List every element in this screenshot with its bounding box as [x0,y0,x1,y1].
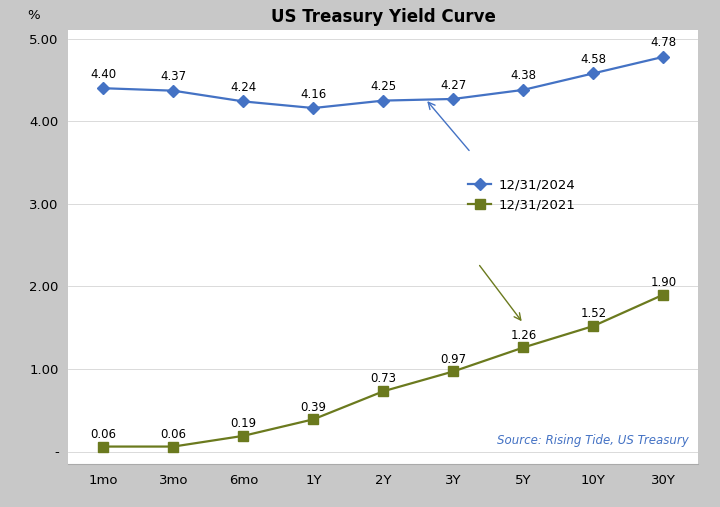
12/31/2021 [239,433,248,439]
Text: 4.38: 4.38 [510,69,536,83]
Text: 4.27: 4.27 [440,79,467,92]
Text: 0.19: 0.19 [230,417,256,430]
12/31/2024 [589,70,598,77]
Line: 12/31/2021: 12/31/2021 [99,290,668,451]
12/31/2021 [449,369,458,375]
Text: 0.73: 0.73 [370,373,397,385]
12/31/2021 [99,444,108,450]
12/31/2021 [589,323,598,329]
12/31/2024 [519,87,528,93]
Text: 0.06: 0.06 [91,428,117,441]
12/31/2024 [309,105,318,111]
12/31/2021 [519,344,528,350]
Text: %: % [27,9,40,22]
12/31/2024 [449,96,458,102]
Title: US Treasury Yield Curve: US Treasury Yield Curve [271,8,496,26]
Text: 4.24: 4.24 [230,81,256,94]
Text: 0.39: 0.39 [300,401,326,414]
12/31/2021 [309,416,318,422]
12/31/2024 [169,88,178,94]
Line: 12/31/2024: 12/31/2024 [99,52,668,113]
Text: 0.06: 0.06 [161,428,186,441]
Text: 1.90: 1.90 [650,276,677,289]
12/31/2024 [99,85,108,91]
Text: 1.52: 1.52 [580,307,606,320]
12/31/2021 [379,388,387,394]
12/31/2024 [379,97,387,103]
Text: 0.97: 0.97 [441,353,467,366]
Text: Source: Rising Tide, US Treasury: Source: Rising Tide, US Treasury [498,433,689,447]
Text: 1.26: 1.26 [510,329,536,342]
Text: 4.40: 4.40 [90,68,117,81]
Text: 4.37: 4.37 [161,70,186,83]
Text: 4.16: 4.16 [300,88,327,100]
Text: 4.25: 4.25 [370,80,397,93]
Legend: 12/31/2024, 12/31/2021: 12/31/2024, 12/31/2021 [462,173,580,216]
12/31/2024 [659,54,667,60]
12/31/2021 [659,292,667,298]
Text: 4.58: 4.58 [580,53,606,66]
12/31/2021 [169,444,178,450]
12/31/2024 [239,98,248,104]
Text: 4.78: 4.78 [650,37,677,49]
